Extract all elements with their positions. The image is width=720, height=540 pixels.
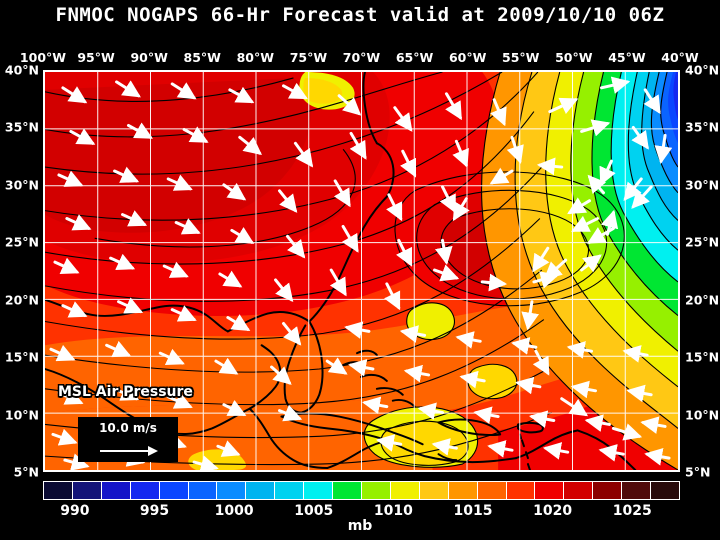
colorbar-tick: 1005 (294, 503, 334, 519)
page-title: FNMOC NOGAPS 66-Hr Forecast valid at 200… (55, 4, 665, 26)
lon-tick-label: 95°W (77, 50, 115, 65)
colorbar-swatch[interactable] (361, 482, 391, 499)
colorbar-swatch[interactable] (159, 482, 189, 499)
lat-tick-label-right: 30°N (685, 177, 720, 193)
colorbar-tick: 1010 (373, 503, 413, 519)
colorbar-swatch[interactable] (651, 482, 679, 499)
lat-tick-label-left: 5°N (13, 464, 39, 480)
lat-tick-label-right: 25°N (685, 234, 720, 250)
map-canvas (45, 72, 678, 470)
lon-tick-label: 55°W (502, 50, 540, 65)
lat-tick-label-right: 5°N (685, 464, 711, 480)
colorbar-swatch[interactable] (275, 482, 305, 499)
colorbar-swatch[interactable] (188, 482, 218, 499)
colorbar-tick: 990 (60, 503, 90, 519)
colorbar-swatch[interactable] (304, 482, 334, 499)
colorbar-tick: 1015 (453, 503, 493, 519)
lon-tick-label: 60°W (448, 50, 487, 65)
colorbar-swatch[interactable] (44, 482, 73, 499)
lon-tick-label: 40°W (661, 50, 699, 65)
colorbar-swatch[interactable] (101, 482, 131, 499)
colorbar-swatch[interactable] (564, 482, 594, 499)
lat-tick-label-right: 10°N (685, 407, 720, 423)
lat-tick-label-left: 30°N (4, 177, 39, 193)
map-plot-area[interactable]: MSL Air Pressure 10.0 m/s (43, 70, 680, 472)
colorbar-swatch[interactable] (390, 482, 420, 499)
colorbar-tick: 1020 (533, 503, 573, 519)
colorbar-swatch[interactable] (448, 482, 478, 499)
lon-tick-label: 90°W (130, 50, 168, 65)
lon-tick-label: 100°W (19, 50, 67, 65)
colorbar-swatch[interactable] (477, 482, 507, 499)
lat-tick-label-right: 35°N (685, 119, 720, 135)
pressure-colorbar[interactable] (43, 481, 680, 500)
colorbar-swatch[interactable] (622, 482, 652, 499)
colorbar-swatch[interactable] (333, 482, 362, 499)
lat-tick-label-left: 25°N (4, 234, 39, 250)
lat-tick-label-right: 15°N (685, 349, 720, 365)
colorbar-tick: 995 (139, 503, 170, 519)
lon-tick-label: 70°W (342, 50, 381, 65)
colorbar-swatch[interactable] (593, 482, 623, 499)
colorbar-swatch[interactable] (130, 482, 160, 499)
wind-vectors (49, 76, 673, 470)
lat-tick-label-left: 15°N (4, 349, 39, 365)
colorbar-swatch[interactable] (246, 482, 276, 499)
colorbar-swatch[interactable] (506, 482, 536, 499)
lat-tick-label-left: 35°N (4, 119, 39, 135)
colorbar-swatch[interactable] (217, 482, 247, 499)
lat-tick-label-left: 40°N (4, 62, 39, 78)
wind-scale-label: 10.0 m/s (99, 421, 157, 435)
lat-tick-label-left: 10°N (4, 407, 39, 423)
arrow-right-icon (100, 446, 158, 456)
field-label: MSL Air Pressure (58, 384, 193, 400)
colorbar-swatch[interactable] (419, 482, 449, 499)
lon-tick-label: 75°W (289, 50, 328, 65)
lon-tick-label: 50°W (555, 50, 593, 65)
colorbar-unit-label: mb (347, 518, 373, 534)
lon-tick-label: 80°W (236, 50, 275, 65)
colorbar-tick: 1000 (214, 503, 254, 519)
lon-tick-label: 45°W (608, 50, 646, 65)
lat-tick-label-left: 20°N (4, 292, 39, 308)
colorbar-tick: 1025 (612, 503, 652, 519)
lat-tick-label-right: 40°N (685, 62, 720, 78)
colorbar-swatch[interactable] (72, 482, 102, 499)
lat-tick-label-right: 20°N (685, 292, 720, 308)
lon-tick-label: 85°W (183, 50, 221, 65)
map-gridlines (45, 72, 678, 470)
colorbar-swatch[interactable] (535, 482, 565, 499)
lon-tick-label: 65°W (395, 50, 434, 65)
wind-scale-legend: 10.0 m/s (78, 417, 178, 462)
